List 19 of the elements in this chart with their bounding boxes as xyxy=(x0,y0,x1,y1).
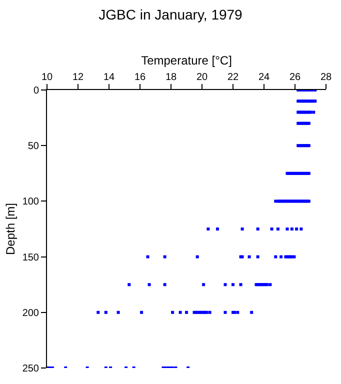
x-tick-label: 22 xyxy=(227,72,239,83)
x-tick-label: 28 xyxy=(320,72,332,83)
y-axis-title: Depth [m] xyxy=(4,202,18,256)
x-tick-label: 16 xyxy=(134,72,146,83)
y-tick-label: 50 xyxy=(28,141,40,152)
x-tick-label: 14 xyxy=(103,72,115,83)
y-tick-label: 250 xyxy=(22,364,40,374)
x-tick-label: 18 xyxy=(165,72,177,83)
x-tick-label: 10 xyxy=(41,72,53,83)
x-tick-label: 12 xyxy=(72,72,84,83)
x-tick-label: 26 xyxy=(289,72,301,83)
y-tick-label: 200 xyxy=(22,308,40,319)
x-tick-label: 20 xyxy=(196,72,208,83)
x-tick-label: 24 xyxy=(258,72,270,83)
y-tick-label: 0 xyxy=(33,86,40,96)
x-axis-title: Temperature [°C] xyxy=(141,53,232,68)
y-tick-label: 150 xyxy=(22,252,40,264)
chart-title: JGBC in January, 1979 xyxy=(98,6,243,22)
y-tick-label: 100 xyxy=(22,196,40,208)
